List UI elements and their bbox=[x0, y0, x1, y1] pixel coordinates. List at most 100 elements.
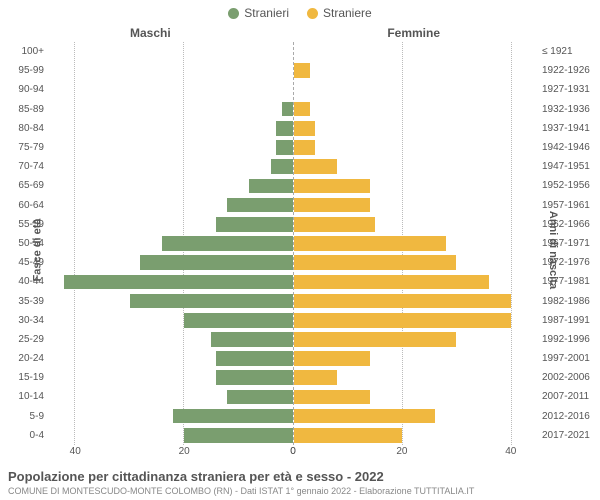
bar-row bbox=[48, 80, 293, 99]
y-axis-birth: ≤ 19211922-19261927-19311932-19361937-19… bbox=[538, 42, 600, 445]
bar-row bbox=[294, 157, 539, 176]
bar-female bbox=[294, 121, 316, 136]
y-tick-birth: 2012-2016 bbox=[542, 407, 590, 426]
bar-female bbox=[294, 390, 370, 405]
bar-male bbox=[271, 159, 293, 174]
bar-row bbox=[294, 426, 539, 445]
footer-subtitle: COMUNE DI MONTESCUDO-MONTE COLOMBO (RN) … bbox=[8, 486, 592, 496]
y-tick-age: 40-44 bbox=[18, 272, 44, 291]
chart-area: 100+95-9990-9485-8980-8475-7970-7465-696… bbox=[0, 42, 600, 445]
x-axis-male: 02040 bbox=[48, 446, 293, 460]
y-tick-birth: 1997-2001 bbox=[542, 349, 590, 368]
legend-swatch-male bbox=[228, 8, 239, 19]
legend-label-male: Stranieri bbox=[244, 6, 289, 20]
bar-row bbox=[48, 61, 293, 80]
y-axis-age: 100+95-9990-9485-8980-8475-7970-7465-696… bbox=[0, 42, 48, 445]
y-tick-age: 90-94 bbox=[18, 80, 44, 99]
bar-row bbox=[48, 119, 293, 138]
bar-male bbox=[216, 351, 292, 366]
bar-female bbox=[294, 409, 435, 424]
plot-female bbox=[294, 42, 539, 445]
bar-female bbox=[294, 370, 337, 385]
bar-male bbox=[227, 198, 292, 213]
bar-row bbox=[294, 291, 539, 310]
y-tick-birth: 1927-1931 bbox=[542, 80, 590, 99]
y-tick-birth: 1957-1961 bbox=[542, 196, 590, 215]
bar-row bbox=[48, 138, 293, 157]
y-tick-age: 70-74 bbox=[18, 157, 44, 176]
bar-female bbox=[294, 351, 370, 366]
bar-male bbox=[184, 313, 293, 328]
footer: Popolazione per cittadinanza straniera p… bbox=[8, 469, 592, 496]
bar-female bbox=[294, 428, 403, 443]
bar-row bbox=[294, 215, 539, 234]
bar-male bbox=[184, 428, 293, 443]
bar-row bbox=[48, 157, 293, 176]
bar-male bbox=[216, 217, 292, 232]
bar-row bbox=[48, 426, 293, 445]
bar-row bbox=[48, 272, 293, 291]
y-tick-age: 25-29 bbox=[18, 330, 44, 349]
x-axis: 02040 02040 bbox=[48, 446, 538, 460]
bar-female bbox=[294, 63, 310, 78]
bar-row bbox=[48, 368, 293, 387]
bar-female bbox=[294, 255, 457, 270]
y-tick-birth: 1942-1946 bbox=[542, 138, 590, 157]
plot bbox=[48, 42, 538, 445]
bar-male bbox=[162, 236, 292, 251]
y-tick-age: 85-89 bbox=[18, 100, 44, 119]
bar-row bbox=[294, 176, 539, 195]
y-tick-age: 20-24 bbox=[18, 349, 44, 368]
bar-row bbox=[48, 407, 293, 426]
bar-female bbox=[294, 332, 457, 347]
bar-male bbox=[140, 255, 292, 270]
header-male: Maschi bbox=[130, 26, 171, 40]
legend: Stranieri Straniere bbox=[0, 0, 600, 22]
y-tick-birth: 1982-1986 bbox=[542, 291, 590, 310]
y-tick-birth: 1977-1981 bbox=[542, 272, 590, 291]
bar-male bbox=[216, 370, 292, 385]
bar-male bbox=[130, 294, 293, 309]
bar-female bbox=[294, 294, 511, 309]
bar-row bbox=[294, 138, 539, 157]
x-axis-female: 02040 bbox=[293, 446, 538, 460]
y-tick-age: 45-49 bbox=[18, 253, 44, 272]
y-tick-age: 75-79 bbox=[18, 138, 44, 157]
legend-label-female: Straniere bbox=[323, 6, 372, 20]
y-tick-birth: 2007-2011 bbox=[542, 387, 589, 406]
y-tick-birth: ≤ 1921 bbox=[542, 42, 573, 61]
y-tick-birth: 2017-2021 bbox=[542, 426, 590, 445]
bars-female bbox=[294, 42, 539, 445]
y-tick-age: 100+ bbox=[21, 42, 44, 61]
bar-row bbox=[294, 119, 539, 138]
x-tick: 0 bbox=[290, 446, 296, 457]
y-tick-age: 55-59 bbox=[18, 215, 44, 234]
y-tick-age: 5-9 bbox=[30, 407, 44, 426]
y-tick-birth: 1952-1956 bbox=[542, 176, 590, 195]
bar-female bbox=[294, 275, 490, 290]
legend-item-female: Straniere bbox=[307, 6, 372, 20]
bar-row bbox=[294, 368, 539, 387]
y-tick-birth: 1932-1936 bbox=[542, 100, 590, 119]
y-tick-age: 80-84 bbox=[18, 119, 44, 138]
y-tick-age: 30-34 bbox=[18, 311, 44, 330]
y-tick-age: 65-69 bbox=[18, 176, 44, 195]
bar-female bbox=[294, 140, 316, 155]
bar-female bbox=[294, 313, 511, 328]
bars-male bbox=[48, 42, 293, 445]
bar-row bbox=[48, 387, 293, 406]
y-tick-birth: 2002-2006 bbox=[542, 368, 590, 387]
bar-row bbox=[294, 80, 539, 99]
y-tick-birth: 1947-1951 bbox=[542, 157, 590, 176]
bar-row bbox=[48, 42, 293, 61]
bar-row bbox=[294, 61, 539, 80]
bar-row bbox=[294, 42, 539, 61]
bar-row bbox=[294, 407, 539, 426]
y-tick-birth: 1972-1976 bbox=[542, 253, 590, 272]
bar-male bbox=[211, 332, 292, 347]
bar-row bbox=[294, 234, 539, 253]
legend-item-male: Stranieri bbox=[228, 6, 289, 20]
x-tick: 40 bbox=[505, 446, 516, 457]
y-tick-age: 15-19 bbox=[18, 368, 44, 387]
y-tick-birth: 1987-1991 bbox=[542, 311, 590, 330]
